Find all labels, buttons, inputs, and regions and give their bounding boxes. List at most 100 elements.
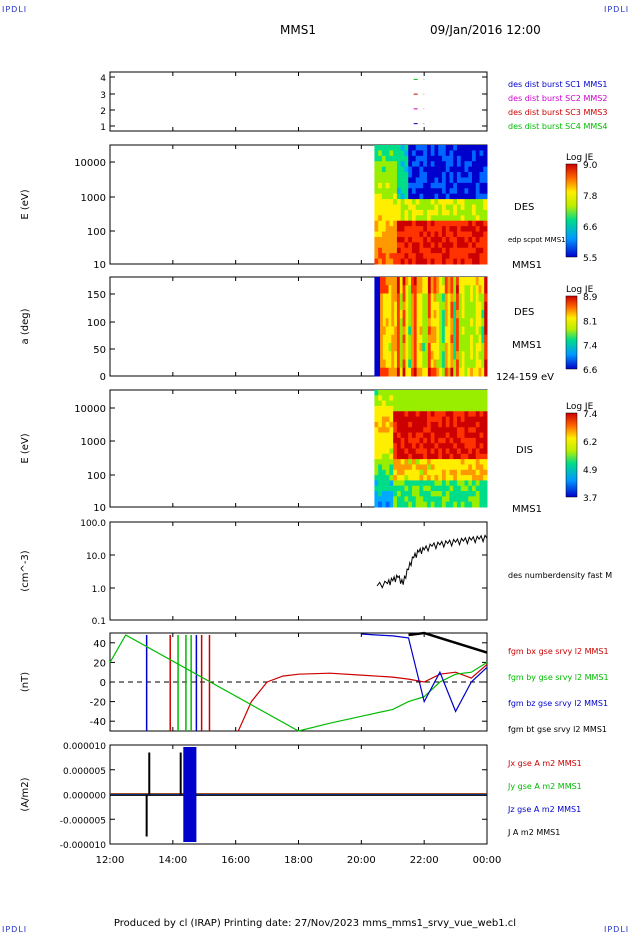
p4-cell (415, 405, 420, 412)
p3-cell (478, 367, 482, 377)
p2-cell (400, 258, 405, 265)
p3-cell (405, 359, 409, 369)
p4-cell (378, 400, 383, 407)
p4-cell (389, 491, 394, 497)
p4-cell (475, 480, 480, 487)
p4-cell (393, 416, 398, 423)
p2-cell (423, 236, 428, 243)
p3-cell (444, 359, 449, 369)
p2-cell (411, 209, 417, 216)
p2-cell (396, 247, 402, 254)
p3-cell (467, 334, 471, 344)
p3-cell (475, 285, 480, 294)
p4-cell (456, 491, 462, 497)
p3-cell (481, 318, 485, 327)
p2-cell (479, 231, 484, 238)
p4-cell (430, 480, 435, 487)
p4-colorbar-tick: 4.9 (583, 466, 598, 476)
p4-cell (396, 427, 402, 434)
p4-cell (453, 480, 458, 487)
p4-cell (419, 459, 424, 465)
p3-cell (411, 343, 415, 352)
p4-cell (464, 400, 469, 407)
p3-cell (464, 301, 468, 311)
p4-cell (404, 437, 409, 444)
p4-cell (378, 416, 383, 423)
p2-cell (378, 182, 383, 189)
p4-cell (404, 475, 409, 481)
p4-cell (423, 437, 428, 444)
p2-cell (426, 172, 432, 178)
p2-cell (449, 226, 454, 233)
p2-cell (460, 182, 465, 189)
p2-cell (483, 155, 488, 162)
p3-cell (416, 367, 420, 377)
p4-cell (408, 411, 413, 418)
p2-spectrogram (374, 145, 488, 265)
p2-cell (408, 166, 413, 173)
p2-cell (400, 226, 405, 233)
p2-cell (389, 182, 394, 189)
p2-cell (479, 193, 484, 200)
p3-cell (416, 293, 420, 303)
p2-cell (400, 188, 405, 195)
p3-cell (382, 334, 387, 344)
p4-cell (411, 443, 417, 449)
p2-cell (374, 231, 379, 238)
p4-cell (408, 416, 413, 423)
p2-cell (411, 166, 417, 173)
p3-cell (461, 367, 465, 377)
p3-cell (458, 334, 463, 344)
p3-cell (394, 326, 398, 336)
p3-cell (456, 367, 460, 377)
p3-cell (450, 359, 454, 369)
p4-cell (445, 421, 450, 428)
p4-cell (483, 485, 488, 492)
p2-cell (385, 242, 390, 249)
p4-cell (464, 416, 469, 423)
current-legend-2: Jy gse A m2 MMS1 (507, 782, 582, 791)
burst-legend-1: des dist burst SC1 MMS1 (508, 80, 607, 89)
p2-cell (411, 145, 417, 151)
p2-cell (441, 177, 447, 184)
p2-cell (374, 166, 379, 173)
p3-cell (399, 351, 404, 360)
p2-cell (438, 231, 443, 238)
p3-cell (433, 343, 437, 352)
p3-cell (475, 367, 480, 377)
p2-cell (438, 155, 443, 162)
p3-cell (402, 293, 406, 303)
p2-cell (453, 236, 458, 243)
p4-cell (396, 400, 402, 407)
p4-cell (400, 405, 405, 412)
p4-cell (468, 491, 473, 497)
p2-cell (441, 231, 447, 238)
p2-cell (464, 231, 469, 238)
p4-cell (449, 464, 454, 471)
p2-cell (468, 150, 473, 157)
p4-cell (430, 427, 435, 434)
p2-cell (460, 155, 465, 162)
p3-ytick-label: 100 (87, 318, 106, 329)
p4-cell (479, 453, 484, 460)
p3-colorbar-tick: 6.6 (583, 366, 598, 376)
p2-cell (479, 199, 484, 205)
p2-cell (404, 231, 409, 238)
p3-cell (481, 326, 485, 336)
p4-cell (385, 501, 390, 508)
p4-cell (385, 395, 390, 402)
p3-cell (411, 301, 415, 311)
p2-cell (393, 155, 398, 162)
p4-cell (453, 427, 458, 434)
p3-cell (388, 359, 392, 369)
p4-cell (396, 485, 402, 492)
p4-cell (453, 437, 458, 444)
p2-cell (426, 166, 432, 173)
p6-ytick-label: 0 (100, 678, 106, 689)
p2-cell (483, 166, 488, 173)
p2-cell (423, 177, 428, 184)
p3-cell (461, 277, 465, 286)
p2-cell (468, 220, 473, 227)
p2-cell (419, 204, 424, 211)
p3-cell (377, 318, 381, 327)
